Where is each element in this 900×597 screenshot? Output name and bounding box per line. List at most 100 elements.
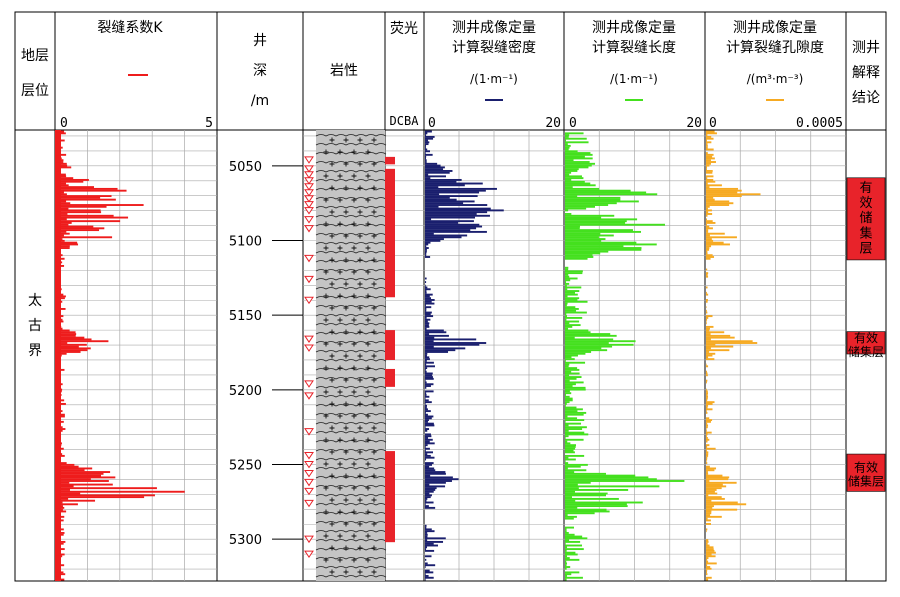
fracture-porosity-bar <box>706 177 708 180</box>
lithology-plus <box>329 233 335 239</box>
fracture-density-bar <box>425 385 431 387</box>
fracture-porosity-bar <box>706 514 711 516</box>
fracture-length-bar <box>565 377 577 380</box>
fracture-density-bar <box>425 408 428 411</box>
lithology-wave <box>315 494 387 497</box>
fracture-density-bar <box>425 236 462 239</box>
fracture-coef-bar <box>56 576 60 579</box>
fracture-porosity-bar <box>706 182 708 185</box>
fracture-density-bar <box>425 325 430 328</box>
lithology-plus <box>323 485 329 491</box>
fracture-density-bar <box>425 209 504 212</box>
lithology-wave <box>315 458 387 461</box>
fracture-density-bar <box>425 438 433 441</box>
fracture-coef-bar <box>56 496 145 499</box>
fracture-length-bar <box>565 236 599 239</box>
fracture-density-bar <box>425 524 427 527</box>
lithology-plus <box>329 209 335 215</box>
fracture-density-bar <box>425 437 429 439</box>
fracture-density-bar <box>425 356 430 359</box>
fracture-length-bar <box>565 331 591 334</box>
lithology-wave <box>315 467 387 470</box>
fracture-length-bar <box>565 148 569 151</box>
fracture-triangle-icon <box>304 478 314 487</box>
fracture-density-bar <box>425 245 427 248</box>
fracture-porosity-bar <box>706 275 709 278</box>
fracture-coef-bar <box>56 334 76 337</box>
fracture-density-bar <box>425 532 428 534</box>
fracture-length-bar <box>565 195 578 198</box>
lithology-plus <box>323 197 329 203</box>
fracture-length-bar <box>565 257 588 260</box>
fracture-density-bar <box>425 218 432 221</box>
lithology-plus <box>357 497 363 503</box>
lithology-plus <box>337 557 343 563</box>
lithology-plus <box>343 497 349 503</box>
fracture-density-bar <box>425 462 434 465</box>
fracture-density-bar <box>425 399 429 402</box>
fracture-porosity-bar <box>706 306 707 309</box>
fracture-density-bar <box>425 506 436 509</box>
lithology-wave <box>315 368 387 371</box>
fracture-porosity-bar <box>706 478 729 481</box>
lithology-plus <box>351 245 357 251</box>
fracture-length-bar <box>565 288 568 291</box>
fracture-density-bar <box>425 250 427 253</box>
fracture-length-bar <box>565 229 633 232</box>
fracture-density-bar <box>425 139 428 142</box>
fracture-coef-bar <box>56 440 60 443</box>
fracture-density-bar <box>425 148 428 151</box>
fracture-length-bar <box>565 454 585 457</box>
fracture-porosity-bar <box>706 311 708 314</box>
fracture-length-bar <box>565 390 570 393</box>
fracture-porosity-bars <box>706 130 761 581</box>
fracture-coef-bar <box>56 428 66 430</box>
fracture-length-bar <box>565 241 637 244</box>
lithology-plus <box>351 509 357 515</box>
fracture-coef-bar <box>56 252 58 255</box>
fracture-porosity-bar <box>706 404 709 407</box>
fracture-density-bar <box>425 247 429 249</box>
lithology-plus <box>351 557 357 563</box>
lithology-plus <box>371 329 377 335</box>
fracture-density-bar <box>425 248 427 251</box>
fracture-density-bar <box>425 469 436 472</box>
track-grid <box>55 130 846 581</box>
fracture-coef-bar <box>56 200 67 203</box>
fracture-length-bar <box>565 299 578 301</box>
fracture-porosity-bar <box>706 431 712 434</box>
fracture-density-bar <box>425 232 434 235</box>
fracture-porosity-bar <box>706 539 709 542</box>
fracture-coef-bar <box>56 239 65 242</box>
fracture-porosity-bar <box>706 291 707 294</box>
fracture-coef-bar <box>56 272 60 275</box>
fracture-triangle-icon <box>304 165 314 173</box>
fracture-porosity-bar <box>706 171 713 174</box>
fracture-porosity-bar <box>706 146 708 149</box>
fracture-porosity-bar <box>706 435 707 438</box>
fracture-density-bar <box>425 239 441 242</box>
fracture-porosity-bar <box>706 162 711 165</box>
fracture-density-bar <box>425 440 430 443</box>
fracture-porosity-bar <box>706 426 708 429</box>
fracture-coef-bar <box>56 517 61 520</box>
fracture-coef-bar <box>56 150 57 153</box>
fracture-length-bar <box>565 198 621 201</box>
fracture-length-bar <box>565 548 584 551</box>
fracture-density-bar <box>425 401 432 404</box>
fracture-coef-bar <box>56 553 65 556</box>
fracture-length-bar <box>565 180 585 183</box>
fracture-density-bar <box>425 256 431 258</box>
fracture-triangle-icon <box>304 177 314 185</box>
fracture-coef-bar <box>56 399 65 402</box>
fracture-porosity-bar <box>706 505 714 508</box>
fracture-coef-title: 裂缝系数K <box>97 20 163 36</box>
fracture-length-bar <box>565 458 576 461</box>
fracture-coef-bar <box>56 268 60 271</box>
fracture-density-bar <box>425 578 426 581</box>
fracture-coef-bar <box>56 483 113 486</box>
fracture-density-bar <box>425 143 429 146</box>
lithology-plus <box>329 377 335 383</box>
fracture-density-bar <box>425 178 462 181</box>
fracture-porosity-bar <box>706 363 707 366</box>
